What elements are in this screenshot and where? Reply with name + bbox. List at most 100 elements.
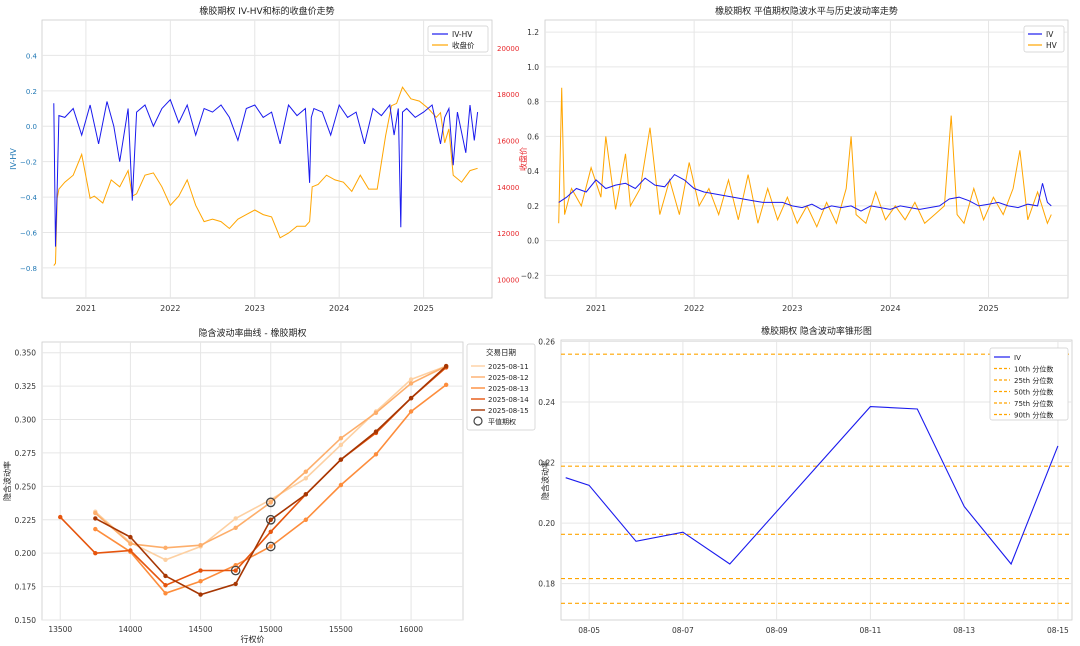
x-tick-label: 2025 — [978, 304, 998, 313]
y-tick-label: 0.300 — [15, 416, 37, 425]
y-tick-label: 0.8 — [527, 98, 539, 107]
x-tick-label: 2025 — [413, 304, 433, 313]
atm-marker — [265, 541, 276, 552]
legend-label: IV-HV — [452, 30, 473, 39]
x-tick-label: 2022 — [160, 304, 180, 313]
y-tick-label: 0.250 — [15, 482, 37, 491]
legend-label: 90th 分位数 — [1014, 411, 1053, 420]
data-point — [233, 516, 238, 521]
y-tick-label: 0.0 — [527, 237, 539, 246]
legend-label: 75th 分位数 — [1014, 399, 1053, 408]
legend-label: 50th 分位数 — [1014, 388, 1053, 397]
y-right-tick-label: 16000 — [497, 137, 519, 145]
data-point — [373, 452, 379, 457]
atm-marker — [265, 514, 276, 525]
x-tick-label: 08-05 — [578, 626, 600, 635]
y-tick-label: 0.200 — [15, 549, 37, 558]
data-point — [373, 429, 379, 434]
legend-swatch — [473, 416, 483, 426]
data-point — [233, 581, 238, 587]
data-point — [58, 514, 63, 520]
legend-label: 2025-08-12 — [488, 374, 529, 382]
y-tick-label: 0.6 — [527, 132, 539, 141]
x-tick-label: 2021 — [76, 304, 96, 313]
data-point — [443, 363, 449, 369]
data-point — [268, 500, 273, 505]
y-tick-label: 0.350 — [15, 349, 37, 358]
series-line-close-price — [53, 86, 478, 266]
data-point — [303, 517, 309, 522]
y-left-tick-label: 0.0 — [26, 123, 37, 131]
data-point — [163, 573, 168, 579]
legend-label: 10th 分位数 — [1014, 365, 1053, 374]
data-point — [198, 568, 203, 573]
y-tick-label: 1.2 — [527, 28, 539, 37]
y-axis-label: 隐含波动率 — [2, 461, 12, 501]
data-point — [303, 476, 309, 481]
x-tick-label: 15500 — [329, 625, 353, 634]
x-tick-label: 14000 — [118, 625, 142, 634]
data-point — [128, 534, 133, 540]
y-right-tick-label: 14000 — [497, 184, 519, 192]
series-line-iv — [565, 406, 1059, 566]
data-point — [373, 410, 379, 416]
x-tick-label: 08-07 — [672, 626, 694, 635]
data-point — [93, 550, 98, 556]
y-tick-label: 0.175 — [15, 583, 37, 592]
plot-area — [544, 19, 1069, 299]
data-point — [338, 482, 344, 488]
legend-box — [989, 347, 1069, 421]
y-right-tick-label: 18000 — [497, 91, 519, 99]
y-tick-label: 0.150 — [15, 616, 37, 625]
y-tick-label: 0.22 — [538, 459, 555, 468]
data-point — [268, 544, 273, 549]
panel-smile: 隐含波动率曲线 - 橡胶期权 13500 14000 14500 15000 15500 1… — [2, 327, 536, 644]
x-tick-label: 08-15 — [1047, 626, 1069, 635]
atm-marker — [265, 497, 276, 508]
data-point — [303, 469, 309, 474]
plot-area — [41, 341, 464, 621]
y-left-tick-label: −0.4 — [20, 194, 38, 202]
data-point — [408, 409, 414, 414]
x-tick-label: 2022 — [684, 304, 704, 313]
x-tick-label: 2021 — [586, 304, 606, 313]
y-tick-label: −0.2 — [521, 271, 539, 280]
legend-label: 收盘价 — [452, 40, 475, 50]
legend-label: IV — [1014, 354, 1021, 362]
series-line-iv-hv — [53, 98, 479, 247]
y-tick-label: 0.4 — [527, 167, 539, 176]
y-right-axis-label: 收盘价 — [518, 147, 528, 171]
data-point — [198, 542, 203, 548]
y-right-tick-label: 10000 — [497, 276, 519, 284]
x-tick-label: 2023 — [782, 304, 802, 313]
data-point — [128, 541, 133, 547]
data-point — [198, 579, 203, 584]
y-tick-label: 0.20 — [538, 519, 555, 528]
y-right-tick-label: 12000 — [497, 230, 519, 238]
panel-atm-iv-hv: 橡胶期权 平值期权隐波水平与历史波动率走势 2021 2022 2023 2024 202… — [521, 5, 1069, 313]
y-tick-label: 0.18 — [538, 580, 555, 589]
x-tick-label: 08-09 — [766, 626, 788, 635]
atm-marker — [230, 565, 241, 576]
x-tick-label: 15000 — [259, 625, 283, 634]
data-point — [163, 557, 168, 563]
data-point — [233, 568, 238, 573]
y-left-tick-label: 0.2 — [26, 88, 37, 96]
chart-title: 隐含波动率曲线 - 橡胶期权 — [199, 327, 307, 339]
data-point — [338, 442, 344, 448]
plot-area — [560, 339, 1073, 621]
data-point — [268, 517, 273, 522]
y-tick-label: 0.2 — [527, 202, 539, 211]
legend-label: 2025-08-14 — [488, 396, 529, 404]
data-point — [268, 529, 273, 534]
data-point — [443, 382, 449, 387]
chart-title: 橡胶期权 IV-HV和标的收盘价走势 — [199, 5, 334, 17]
legend-label: HV — [1046, 41, 1058, 50]
x-tick-label: 2024 — [329, 304, 349, 313]
legend-label: IV — [1046, 30, 1054, 39]
y-left-tick-label: −0.6 — [20, 229, 38, 237]
x-tick-label: 08-13 — [953, 626, 975, 635]
y-tick-label: 0.24 — [538, 398, 555, 407]
